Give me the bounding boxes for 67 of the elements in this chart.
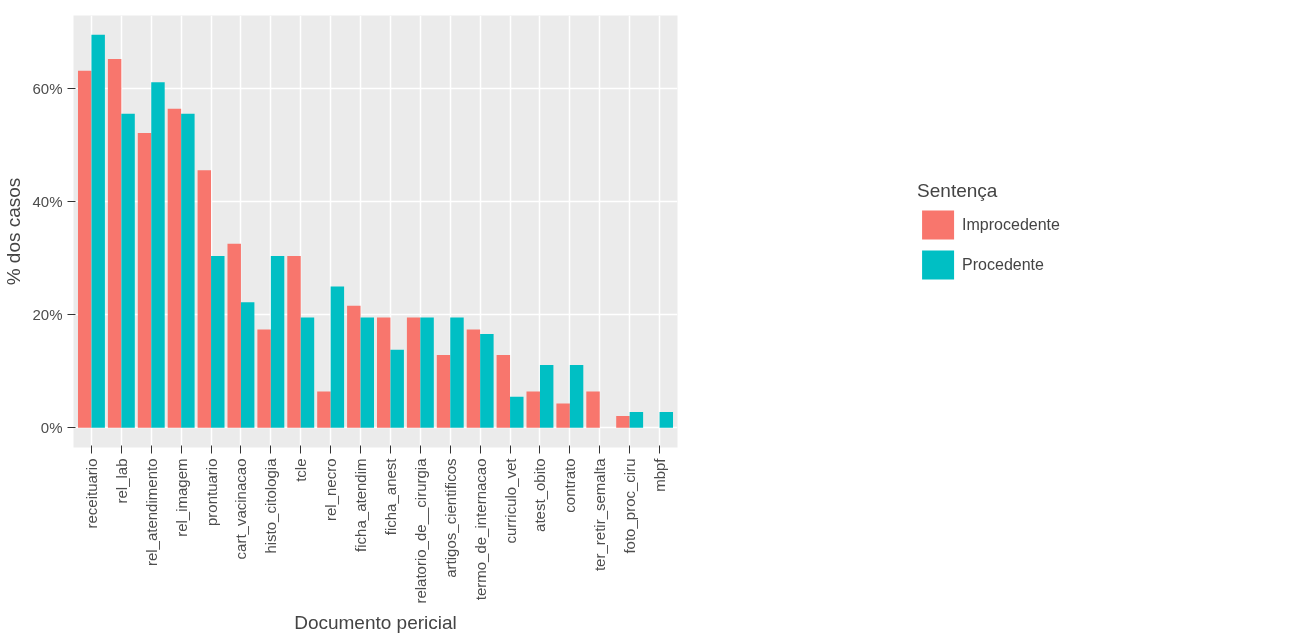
bar xyxy=(616,415,630,428)
bar xyxy=(436,354,451,428)
x-tick-label: rel_necro xyxy=(322,458,340,522)
bar xyxy=(406,317,421,428)
bar xyxy=(377,317,391,428)
x-tick-label: tcle xyxy=(292,458,310,482)
bar xyxy=(390,349,404,428)
x-tick-label: rel_lab xyxy=(112,458,130,504)
bar xyxy=(287,256,301,428)
x-tick-label: curriculo_vet xyxy=(501,457,519,544)
x-axis-title: Documento pericial xyxy=(294,611,457,633)
bar xyxy=(270,256,285,428)
bar xyxy=(197,170,212,428)
bar xyxy=(227,243,241,428)
bar xyxy=(167,108,182,428)
y-axis-title: % dos casos xyxy=(3,177,25,286)
bar xyxy=(556,403,570,428)
y-tick-label: 60% xyxy=(32,80,63,98)
legend-label: Procedente xyxy=(962,255,1044,274)
bar xyxy=(480,333,494,428)
x-tick-label: termo_de_internacao xyxy=(471,458,489,601)
bar xyxy=(121,113,135,428)
bar xyxy=(450,317,464,428)
y-tick-label: 20% xyxy=(32,306,63,324)
bar xyxy=(151,82,165,428)
bar xyxy=(77,70,92,428)
x-tick-label: contrato xyxy=(561,458,579,513)
legend-title: Sentença xyxy=(917,179,999,202)
y-tick-label: 40% xyxy=(32,193,63,211)
legend-label: Improcedente xyxy=(962,215,1060,234)
x-tick-label: ter_retir_semalta xyxy=(591,457,609,572)
bar xyxy=(137,132,152,428)
x-tick-label: atest_obito xyxy=(531,458,549,532)
bar xyxy=(240,302,255,428)
bar xyxy=(659,411,674,428)
x-tick-label: histo_citologia xyxy=(262,457,280,554)
bar xyxy=(347,305,361,428)
x-tick-label: rel_imagem xyxy=(172,458,190,537)
bar xyxy=(257,329,271,428)
x-tick-label: rel_atendimento xyxy=(142,458,160,567)
x-tick-label: mbpf xyxy=(651,457,669,492)
bar xyxy=(629,411,644,428)
bar xyxy=(539,365,554,428)
x-tick-label: foto_proc_ciru xyxy=(621,458,639,554)
bar xyxy=(181,113,195,428)
bar xyxy=(496,354,511,428)
bar xyxy=(107,58,122,428)
x-tick-label: ficha_anest xyxy=(381,457,399,536)
bar xyxy=(466,329,481,428)
bar xyxy=(317,391,331,428)
bar xyxy=(526,391,540,428)
x-tick-label: prontuario xyxy=(202,458,220,527)
bar xyxy=(586,391,600,428)
bar xyxy=(360,317,374,428)
x-tick-label: relatorio_de__cirurgia xyxy=(411,457,429,604)
x-tick-label: receituario xyxy=(82,458,100,529)
bar xyxy=(300,317,315,428)
x-tick-label: artigos_cientificos xyxy=(441,458,459,578)
bar xyxy=(420,317,434,428)
x-tick-label: ficha_atendim xyxy=(352,458,370,552)
y-tick-label: 0% xyxy=(40,419,63,437)
bar xyxy=(510,396,524,428)
bar xyxy=(569,365,584,428)
x-tick-label: cart_vacinacao xyxy=(232,458,250,560)
bar xyxy=(211,256,225,428)
bar xyxy=(330,286,345,428)
bar xyxy=(91,34,105,428)
